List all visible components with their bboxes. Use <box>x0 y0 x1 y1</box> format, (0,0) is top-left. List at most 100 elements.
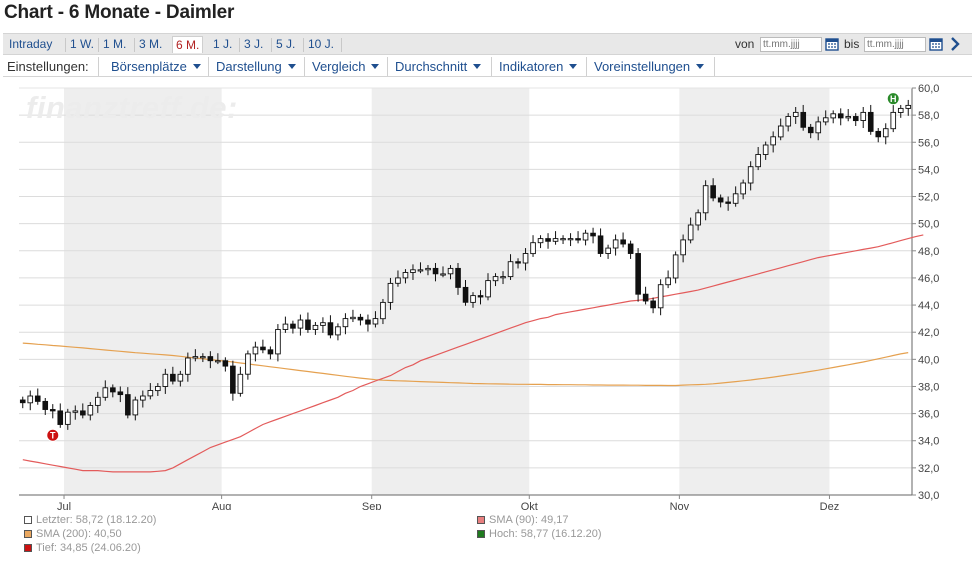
candle-body <box>710 185 716 199</box>
to-date-input[interactable] <box>864 37 926 52</box>
month-band <box>64 88 222 495</box>
tab-3-years[interactable]: 3 J. <box>244 37 264 51</box>
low-marker-label: T <box>50 431 56 441</box>
candle-body <box>882 128 889 138</box>
menu-separator <box>98 57 99 76</box>
tab-separator <box>271 38 272 52</box>
tab-1-month[interactable]: 1 M. <box>103 37 127 51</box>
sma-90-line <box>22 234 924 473</box>
candle-body <box>597 235 604 254</box>
candle-body <box>657 284 664 309</box>
candle-body <box>470 295 476 303</box>
candle-body <box>522 253 529 264</box>
y-tick-label: 32,0 <box>918 463 939 475</box>
legend-sma200: SMA (200): 40,50 <box>24 528 122 541</box>
range-tab-bar: Intraday 1 W. 1 M. 3 M. 6 M. 1 J. 3 J. 5… <box>3 33 972 55</box>
candle-body <box>537 238 544 244</box>
menu-durchschnitt[interactable]: Durchschnitt <box>395 58 482 75</box>
tab-intraday[interactable]: Intraday <box>9 37 53 51</box>
candle-body <box>905 104 912 109</box>
candle-body <box>500 276 506 279</box>
candle-body <box>42 400 49 410</box>
candle-body <box>650 300 656 309</box>
menu-boersenplaetze[interactable]: Börsenplätze <box>111 58 201 75</box>
candle-body <box>605 247 611 254</box>
candle-body <box>297 319 304 329</box>
candle-body <box>417 269 424 272</box>
candle-body <box>132 399 139 416</box>
candle-body <box>492 276 499 282</box>
candle-body <box>635 253 641 295</box>
candle-body <box>530 242 536 255</box>
y-tick-label: 60,0 <box>918 83 939 95</box>
tab-separator <box>341 38 342 52</box>
candle-body <box>807 126 814 134</box>
candle-body <box>72 410 79 413</box>
menu-vergleich[interactable]: Vergleich <box>312 58 380 75</box>
tab-1-week[interactable]: 1 W. <box>70 37 95 51</box>
candle-body <box>110 387 116 393</box>
month-band <box>371 88 530 495</box>
candle-body <box>290 323 296 329</box>
tab-6-months[interactable]: 6 M. <box>172 36 204 53</box>
tab-1-year[interactable]: 1 J. <box>213 37 233 51</box>
candle-body <box>822 117 829 123</box>
legend-high: Hoch: 58,77 (16.12.20) <box>477 528 602 541</box>
y-tick-label: 44,0 <box>918 300 939 312</box>
tab-3-months[interactable]: 3 M. <box>139 37 163 51</box>
candle-body <box>627 243 634 254</box>
candle-body <box>875 130 882 138</box>
candle-body <box>87 405 94 416</box>
low-marker <box>46 428 60 442</box>
candle-body <box>515 261 521 264</box>
candle-body <box>275 329 281 355</box>
candle-body <box>552 238 559 242</box>
candle-body <box>545 238 551 242</box>
candle-body <box>177 373 184 382</box>
candle-body <box>357 316 364 321</box>
candle-body <box>57 410 64 425</box>
calendar-icon[interactable] <box>929 37 943 51</box>
candle-body <box>462 286 469 303</box>
menu-voreinstellungen[interactable]: Voreinstellungen <box>594 58 705 75</box>
y-tick-label: 40,0 <box>918 354 939 366</box>
tab-5-years[interactable]: 5 J. <box>276 37 296 51</box>
from-date-input[interactable] <box>760 37 822 52</box>
menu-indikatoren[interactable]: Indikatoren <box>499 58 578 75</box>
month-band <box>679 88 830 495</box>
candle-body <box>387 282 394 303</box>
menu-label: Indikatoren <box>499 59 564 74</box>
page-title: Chart - 6 Monate - Daimler <box>4 2 235 23</box>
caret-down-icon <box>287 64 296 69</box>
candle-body <box>230 365 236 394</box>
candle-body <box>575 238 581 241</box>
menu-separator <box>387 57 388 76</box>
x-tick-label: Jul <box>57 501 71 510</box>
tab-10-years[interactable]: 10 J. <box>308 37 335 51</box>
y-tick-label: 36,0 <box>918 409 939 421</box>
candle-body <box>732 193 739 204</box>
calendar-icon[interactable] <box>825 37 839 51</box>
candle-body <box>19 399 26 404</box>
candle-body <box>380 301 386 320</box>
x-tick-label: Nov <box>670 501 690 510</box>
x-tick-label: Okt <box>521 501 538 510</box>
candle-body <box>447 267 454 275</box>
menu-label: Voreinstellungen <box>594 59 691 74</box>
candle-body <box>215 360 221 363</box>
candle-body <box>695 212 701 226</box>
candle-body <box>800 111 807 128</box>
candle-body <box>642 293 649 302</box>
tab-separator <box>134 38 135 52</box>
legend-swatch <box>477 530 485 538</box>
menu-darstellung[interactable]: Darstellung <box>216 58 296 75</box>
candle-body <box>485 280 491 298</box>
legend-text: SMA (200): 40,50 <box>36 528 122 540</box>
candle-body <box>785 116 792 127</box>
y-tick-label: 46,0 <box>918 273 939 285</box>
legend-text: SMA (90): 49,17 <box>489 514 569 526</box>
chevron-right-icon[interactable] <box>949 36 961 52</box>
x-tick-label: Sep <box>362 501 382 510</box>
tab-separator <box>65 38 66 52</box>
candle-body <box>425 267 431 271</box>
